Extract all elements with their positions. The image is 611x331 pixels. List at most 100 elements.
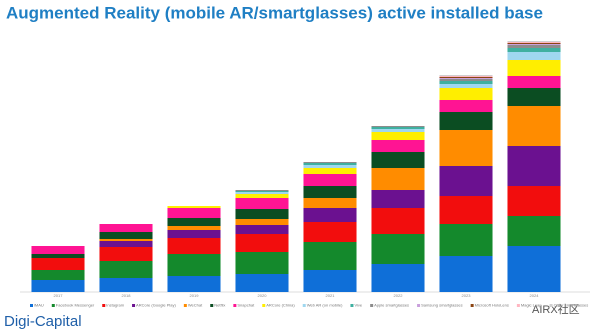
bar-segment (31, 270, 85, 280)
bar-segment (303, 162, 357, 163)
bar-segment (99, 239, 153, 241)
bar-segment (439, 75, 493, 76)
legend-swatch (132, 304, 136, 307)
bar-segment (303, 174, 357, 186)
logo: Digi-Capital (4, 313, 82, 330)
bar-segment (371, 129, 425, 132)
bar-segment (303, 242, 357, 270)
bar-segment (439, 81, 493, 84)
bar-segment (235, 192, 289, 194)
legend-label: Other smartglasses (554, 303, 589, 308)
bar-segment (507, 216, 561, 246)
legend-label: Microsoft HoloLens (475, 303, 509, 308)
bar-segment (303, 186, 357, 198)
legend-label: ARCore (Google Play) (136, 303, 176, 308)
legend-swatch (102, 304, 106, 307)
bar-segment (507, 246, 561, 292)
bar-segment (439, 166, 493, 196)
x-tick-label: 2019 (190, 293, 200, 298)
bar-segment (507, 41, 561, 42)
x-tick-label: 2022 (394, 293, 404, 298)
bar-segment (235, 198, 289, 209)
legend-swatch (210, 304, 214, 307)
bar-segment (99, 261, 153, 278)
bar-segment (31, 246, 85, 254)
bar-segment (439, 76, 493, 77)
bar-segment (235, 191, 289, 192)
bar-segment (507, 186, 561, 216)
bar-segment (99, 232, 153, 239)
bar-segment (439, 78, 493, 79)
legend-label: iMAU (34, 303, 44, 308)
legend-swatch (549, 304, 553, 307)
bar-segment (371, 152, 425, 168)
legend-swatch (370, 304, 374, 307)
bar-segment (371, 264, 425, 292)
bar-segment (303, 270, 357, 292)
legend-swatch (183, 304, 187, 307)
bar-segment (507, 106, 561, 146)
watermark: AIRX社区 (532, 302, 580, 316)
bar-segment (507, 44, 561, 45)
legend-label: Web AR (on mobile) (307, 303, 343, 308)
x-tick-label: 2024 (530, 293, 540, 298)
x-tick-label: 2018 (122, 293, 132, 298)
legend-swatch (30, 304, 33, 307)
bar-segment (167, 254, 221, 276)
bar-segment (303, 198, 357, 208)
bar-segment (371, 127, 425, 129)
bar-segment (235, 252, 289, 274)
bar-segment (235, 190, 289, 191)
bar-segment (507, 48, 561, 52)
legend-swatch (51, 304, 55, 307)
bar-segment (439, 84, 493, 88)
bar-segment (167, 276, 221, 292)
legend-label: Samsung smartglasses (421, 303, 463, 308)
bar-segment (439, 196, 493, 224)
bar-segment (235, 274, 289, 292)
bar-segment (507, 146, 561, 186)
bar-segment (303, 222, 357, 242)
bar-segment (235, 194, 289, 198)
legend-label: WeChat (188, 303, 203, 308)
legend-label: Vive (354, 303, 362, 308)
bar-segment (99, 278, 153, 292)
bar-segment (371, 168, 425, 190)
legend-swatch (350, 304, 354, 307)
bar-segment (371, 132, 425, 140)
bar-segment (167, 238, 221, 254)
bar-segment (439, 77, 493, 78)
legend-label: Snapchat (237, 303, 255, 308)
bar-segment (303, 208, 357, 222)
legend-swatch (470, 304, 474, 307)
bar-segment (371, 234, 425, 264)
x-tick-label: 2023 (462, 293, 472, 298)
bar-segment (507, 45, 561, 48)
bar-segment (371, 126, 425, 127)
bar-segment (31, 280, 85, 292)
bar-segment (167, 226, 221, 230)
bar-segment (31, 258, 85, 270)
x-tick-label: 2021 (326, 293, 336, 298)
bar-segment (303, 165, 357, 168)
bar-segment (167, 218, 221, 226)
bar-segment (99, 241, 153, 247)
bar-segment (235, 209, 289, 219)
bar-segment (99, 247, 153, 261)
bar-segment (507, 88, 561, 106)
bar-segment (167, 208, 221, 218)
legend-label: Netflix (214, 303, 225, 308)
bar-segment (507, 76, 561, 88)
bar-segment (507, 52, 561, 60)
chart-title: Augmented Reality (mobile AR/smartglasse… (6, 3, 543, 22)
bar-segment (235, 225, 289, 234)
legend-label: Facebook Messenger (56, 303, 95, 308)
bar-segment (371, 190, 425, 208)
bar-segment (167, 206, 221, 208)
bar-segment (439, 88, 493, 100)
bar-segment (235, 234, 289, 252)
bar-segment (371, 140, 425, 152)
legend-label: Magic Leap (521, 303, 542, 308)
legend-swatch (302, 304, 306, 307)
